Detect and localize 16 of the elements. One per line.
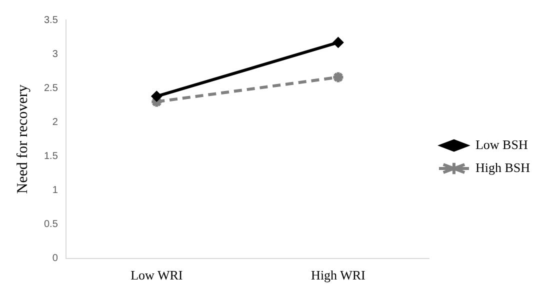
y-tick-label: 0.5 [44,219,58,230]
y-tick-label: 3.5 [44,14,58,26]
y-tick-label: 2.5 [44,82,58,94]
legend-label: High BSH [475,160,530,175]
y-tick-label: 1.5 [44,150,58,162]
y-tick-label: 3 [52,48,58,60]
x-tick-label: Low WRI [130,268,183,283]
x-tick-label: High WRI [311,268,366,283]
y-axis-title: Need for recovery [14,84,31,194]
legend-label: Low BSH [475,136,528,152]
y-tick-label: 0 [52,253,58,264]
y-tick-label: 1 [52,185,58,196]
point [332,36,344,48]
point [332,70,345,84]
y-tick-label: 2 [52,116,58,128]
point [151,90,162,102]
